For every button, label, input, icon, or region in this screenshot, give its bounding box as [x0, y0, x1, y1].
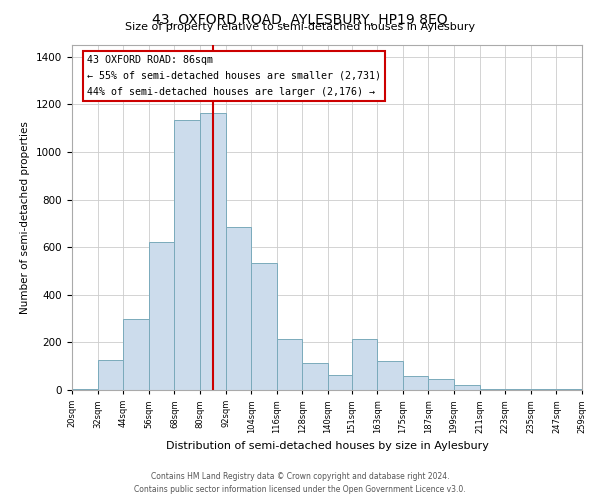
- Bar: [505, 389, 531, 390]
- Bar: [175, 120, 200, 390]
- Bar: [302, 362, 328, 390]
- Bar: [328, 374, 352, 390]
- Bar: [556, 389, 582, 390]
- Bar: [226, 227, 251, 390]
- Text: 43 OXFORD ROAD: 86sqm
← 55% of semi-detached houses are smaller (2,731)
44% of s: 43 OXFORD ROAD: 86sqm ← 55% of semi-deta…: [88, 56, 382, 96]
- Bar: [200, 113, 226, 390]
- Bar: [149, 242, 175, 390]
- Bar: [454, 385, 479, 390]
- Text: Contains HM Land Registry data © Crown copyright and database right 2024.
Contai: Contains HM Land Registry data © Crown c…: [134, 472, 466, 494]
- Text: Size of property relative to semi-detached houses in Aylesbury: Size of property relative to semi-detach…: [125, 22, 475, 32]
- Y-axis label: Number of semi-detached properties: Number of semi-detached properties: [20, 121, 31, 314]
- Bar: [98, 360, 123, 390]
- Bar: [479, 389, 505, 390]
- Bar: [352, 339, 377, 390]
- Bar: [277, 339, 302, 390]
- Text: 43, OXFORD ROAD, AYLESBURY, HP19 8EQ: 43, OXFORD ROAD, AYLESBURY, HP19 8EQ: [152, 12, 448, 26]
- Bar: [72, 389, 98, 390]
- Bar: [403, 376, 428, 390]
- Bar: [123, 318, 149, 390]
- Bar: [531, 389, 556, 390]
- X-axis label: Distribution of semi-detached houses by size in Aylesbury: Distribution of semi-detached houses by …: [166, 441, 488, 451]
- Bar: [377, 362, 403, 390]
- Bar: [428, 380, 454, 390]
- Bar: [251, 262, 277, 390]
